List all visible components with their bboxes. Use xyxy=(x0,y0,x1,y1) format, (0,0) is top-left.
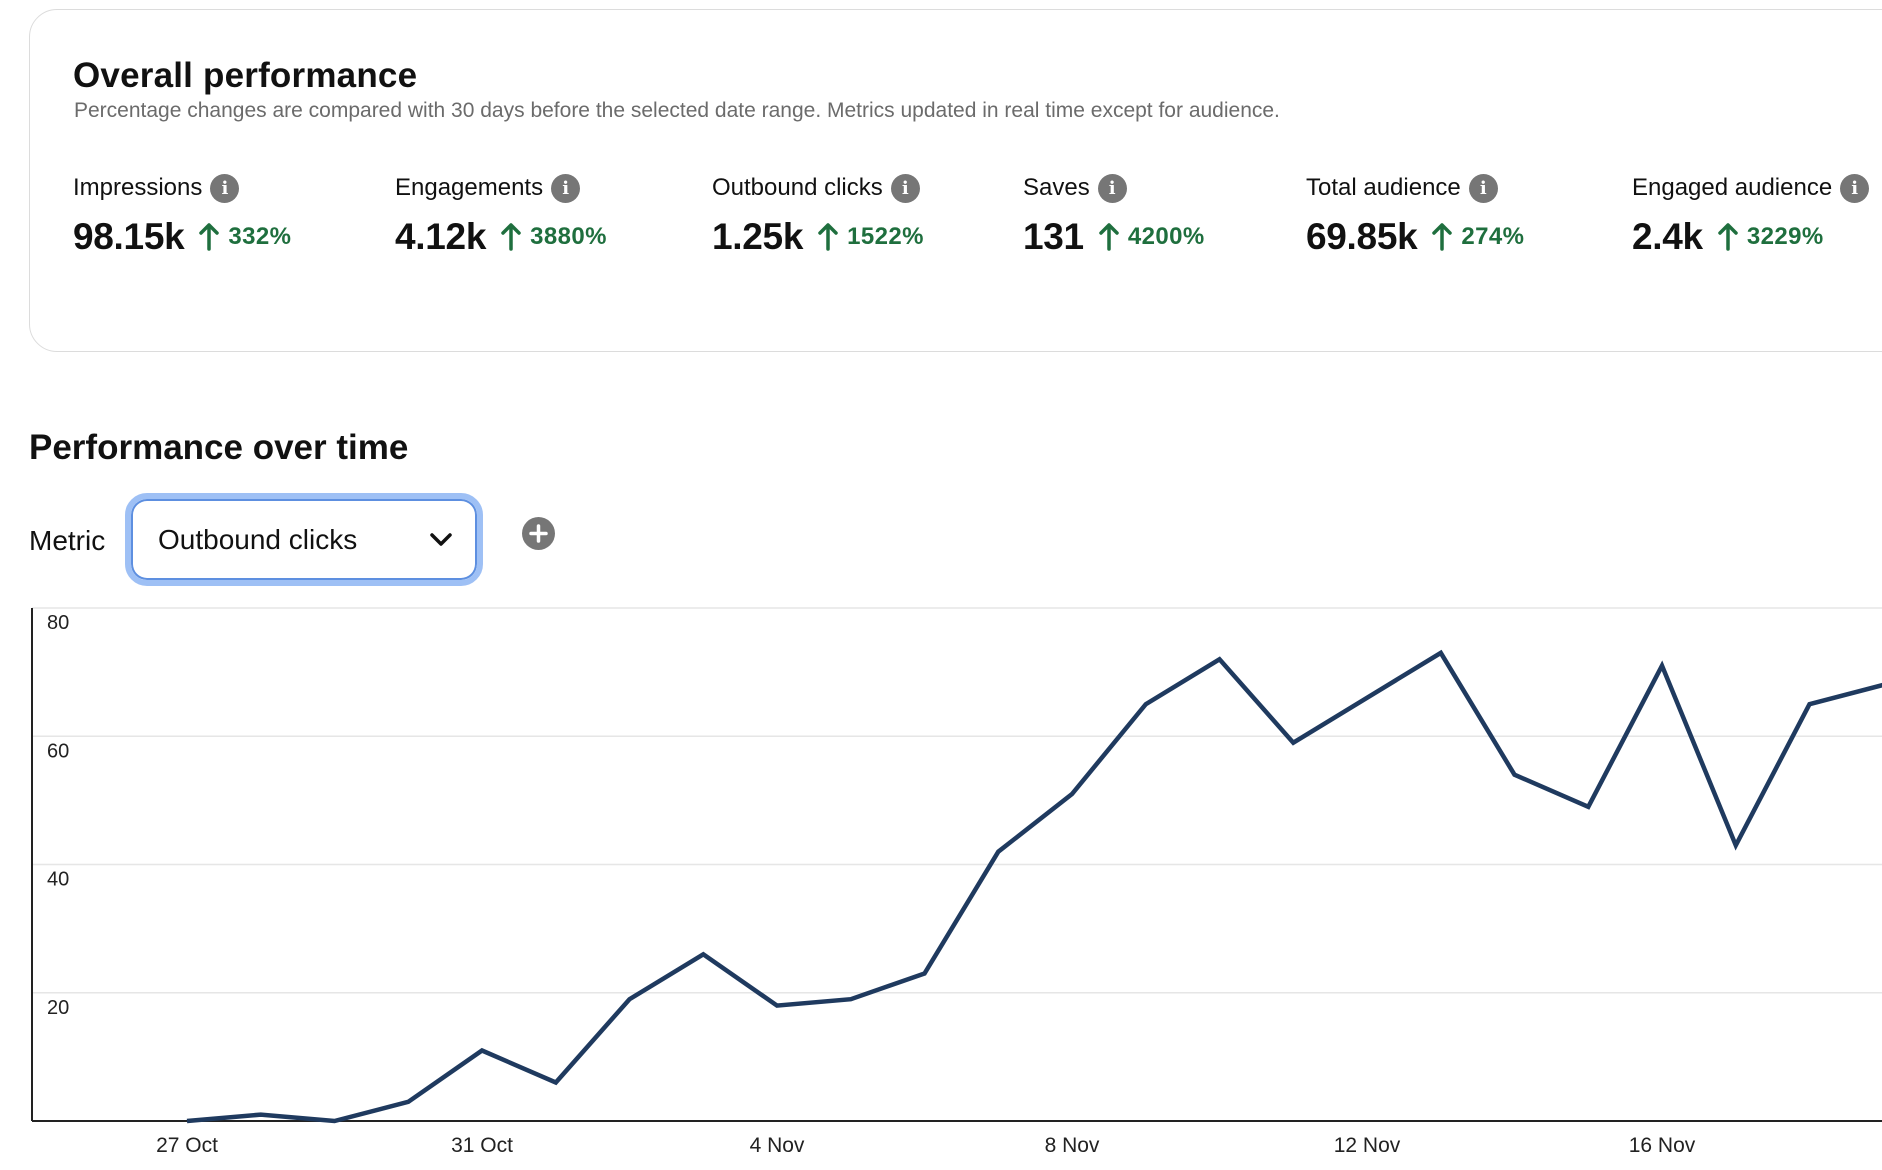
metric-change: 3880% xyxy=(530,223,607,250)
info-icon[interactable]: i xyxy=(210,173,240,203)
metric-label: Saves xyxy=(1023,174,1090,201)
metric-value: 2.4k xyxy=(1632,216,1703,257)
x-tick-label: 27 Oct xyxy=(156,1134,218,1157)
chevron-down-icon xyxy=(430,532,452,546)
arrow-up-icon xyxy=(199,223,220,251)
x-tick-label: 31 Oct xyxy=(451,1134,513,1157)
info-icon[interactable]: i xyxy=(551,173,581,203)
info-icon[interactable]: i xyxy=(1468,173,1498,203)
metric-engagements: Engagements i 4.12k 3880% xyxy=(395,172,607,258)
metric-change: 4200% xyxy=(1127,223,1205,250)
metric-selector-label: Metric xyxy=(29,525,106,556)
metric-value: 131 xyxy=(1023,216,1084,257)
metric-value: 98.15k xyxy=(73,216,185,257)
plus-circle-icon xyxy=(529,524,548,543)
performance-chart: 80 60 40 20 27 Oct 31 Oct 4 Nov 8 Nov 12 Nov 16 N… xyxy=(31,607,1882,1157)
y-tick-label: 60 xyxy=(47,740,69,762)
metric-dropdown[interactable]: Outbound clicks xyxy=(125,493,483,586)
metric-value: 4.12k xyxy=(395,216,487,257)
arrow-up-icon xyxy=(501,223,521,251)
metric-change: 332% xyxy=(228,223,292,250)
add-metric-button[interactable] xyxy=(522,517,555,550)
info-icon[interactable]: i xyxy=(1840,173,1870,203)
metric-change: 1522% xyxy=(847,223,924,250)
metric-change: 274% xyxy=(1461,223,1525,250)
overall-performance-card xyxy=(29,9,1882,352)
x-tick-label: 16 Nov xyxy=(1629,1134,1696,1157)
metric-label: Engagements xyxy=(395,174,544,201)
metric-saves: Saves i 131 4200% xyxy=(1023,172,1205,258)
info-icon[interactable]: i xyxy=(890,173,920,203)
y-tick-label: 40 xyxy=(47,869,69,891)
arrow-up-icon xyxy=(818,223,838,251)
overall-performance-title: Overall performance xyxy=(73,56,418,95)
arrow-up-icon xyxy=(1432,223,1453,251)
x-tick-label: 4 Nov xyxy=(750,1134,805,1157)
metric-value: 1.25k xyxy=(712,216,804,257)
metric-engaged-audience: Engaged audience i 2.4k 3229% xyxy=(1632,172,1870,258)
metric-label: Impressions xyxy=(73,174,203,201)
info-icon[interactable]: i xyxy=(1097,173,1127,203)
x-tick-label: 8 Nov xyxy=(1045,1134,1100,1157)
metric-impressions: Impressions i 98.15k 332% xyxy=(73,172,291,258)
metric-outbound-clicks: Outbound clicks i 1.25k 1522% xyxy=(712,172,924,258)
metric-value: 69.85k xyxy=(1306,216,1418,257)
metric-label: Outbound clicks xyxy=(712,174,883,201)
series-line-outbound-clicks xyxy=(186,649,1882,1124)
metric-total-audience: Total audience i 69.85k 274% xyxy=(1306,172,1524,258)
metric-change: 3229% xyxy=(1746,223,1824,250)
performance-over-time-title: Performance over time xyxy=(29,428,409,467)
arrow-up-icon xyxy=(1099,223,1119,251)
metric-label: Engaged audience xyxy=(1632,174,1833,201)
metric-label: Total audience xyxy=(1306,174,1461,201)
y-tick-label: 20 xyxy=(47,997,69,1019)
y-tick-label: 80 xyxy=(47,612,69,634)
x-tick-label: 12 Nov xyxy=(1334,1134,1401,1157)
metric-dropdown-value: Outbound clicks xyxy=(158,523,358,555)
overall-performance-subtitle: Percentage changes are compared with 30 … xyxy=(74,99,1280,122)
arrow-up-icon xyxy=(1718,223,1738,251)
